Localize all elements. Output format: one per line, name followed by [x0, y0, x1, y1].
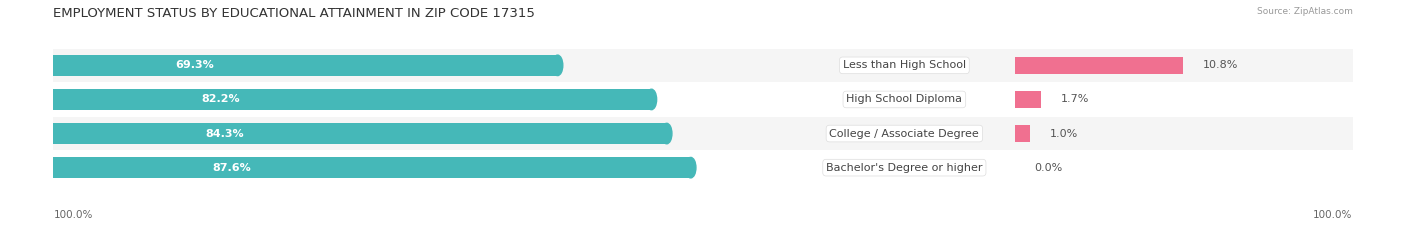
Text: College / Associate Degree: College / Associate Degree [830, 129, 979, 139]
Text: 87.6%: 87.6% [212, 163, 252, 173]
Text: 100.0%: 100.0% [53, 210, 93, 220]
Bar [53, 89, 651, 110]
Text: Less than High School: Less than High School [842, 60, 966, 70]
Bar [1015, 57, 1184, 74]
Text: Bachelor's Degree or higher: Bachelor's Degree or higher [827, 163, 983, 173]
Bar [1015, 91, 1042, 108]
Text: 69.3%: 69.3% [176, 60, 214, 70]
Bar [53, 55, 558, 75]
Text: 84.3%: 84.3% [205, 129, 245, 139]
Bar [53, 123, 666, 144]
Bar [53, 151, 1353, 184]
Bar [53, 117, 1353, 150]
Text: 1.0%: 1.0% [1050, 129, 1078, 139]
Ellipse shape [662, 123, 672, 144]
Ellipse shape [647, 89, 657, 110]
Text: High School Diploma: High School Diploma [846, 94, 962, 104]
Text: EMPLOYMENT STATUS BY EDUCATIONAL ATTAINMENT IN ZIP CODE 17315: EMPLOYMENT STATUS BY EDUCATIONAL ATTAINM… [53, 7, 536, 20]
Text: 10.8%: 10.8% [1202, 60, 1239, 70]
Bar [1015, 125, 1031, 142]
Text: 82.2%: 82.2% [201, 94, 240, 104]
Bar [53, 83, 1353, 116]
Text: 1.7%: 1.7% [1060, 94, 1090, 104]
Text: 0.0%: 0.0% [1035, 163, 1063, 173]
Bar [53, 158, 690, 178]
Text: Source: ZipAtlas.com: Source: ZipAtlas.com [1257, 7, 1353, 16]
Text: 100.0%: 100.0% [1313, 210, 1353, 220]
Bar [53, 49, 1353, 82]
Ellipse shape [686, 158, 696, 178]
Ellipse shape [553, 55, 562, 75]
